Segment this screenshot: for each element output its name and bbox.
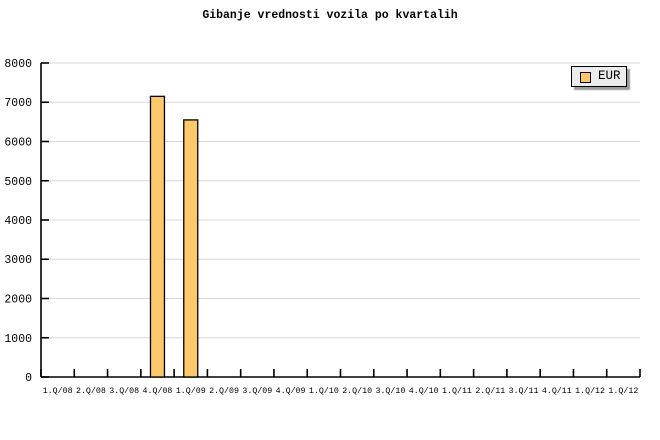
svg-text:4.Q/10: 4.Q/10 [409,386,439,396]
svg-text:4.Q/09: 4.Q/09 [276,386,306,396]
svg-text:7000: 7000 [4,97,32,110]
svg-text:4.Q/08: 4.Q/08 [143,386,173,396]
svg-text:3.Q/08: 3.Q/08 [109,386,139,396]
svg-text:2.Q/09: 2.Q/09 [209,386,239,396]
svg-text:8000: 8000 [4,58,32,71]
svg-text:1.Q/12: 1.Q/12 [575,386,605,396]
svg-text:1.Q/09: 1.Q/09 [176,386,206,396]
svg-text:5000: 5000 [4,176,32,189]
svg-text:1.Q/11: 1.Q/11 [442,386,472,396]
svg-text:1.Q/12: 1.Q/12 [608,386,638,396]
svg-text:0: 0 [25,372,32,385]
svg-text:2000: 2000 [4,294,32,307]
svg-text:1000: 1000 [4,333,32,346]
svg-text:3.Q/09: 3.Q/09 [242,386,272,396]
svg-text:6000: 6000 [4,137,32,150]
svg-text:4.Q/11: 4.Q/11 [542,386,572,396]
svg-text:3.Q/11: 3.Q/11 [509,386,539,396]
svg-text:1.Q/08: 1.Q/08 [43,386,73,396]
svg-text:1.Q/10: 1.Q/10 [309,386,339,396]
svg-text:3.Q/10: 3.Q/10 [375,386,405,396]
svg-text:2.Q/10: 2.Q/10 [342,386,372,396]
svg-text:2.Q/11: 2.Q/11 [475,386,505,396]
svg-text:4000: 4000 [4,215,32,228]
svg-text:2.Q/08: 2.Q/08 [76,386,106,396]
svg-text:3000: 3000 [4,254,32,267]
